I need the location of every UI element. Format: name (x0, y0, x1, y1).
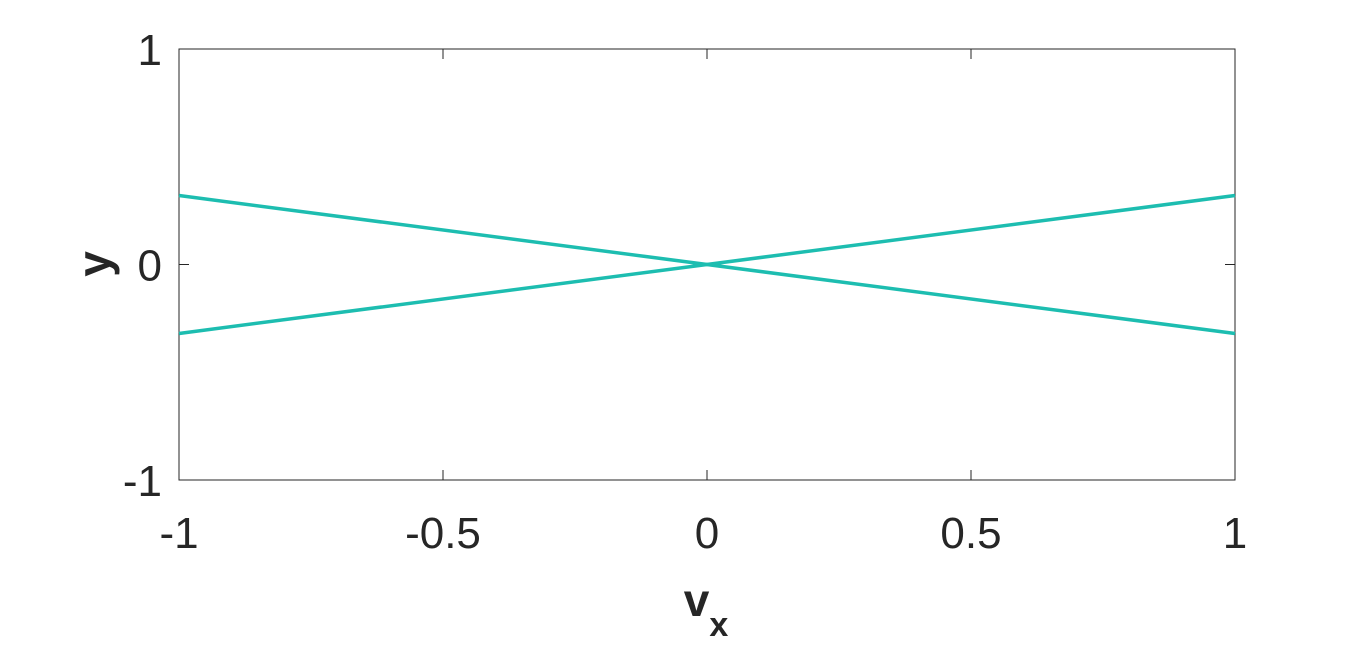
x-tick-label: 1 (1223, 509, 1247, 558)
tick-labels: -1 -0.5 0 0.5 1 -1 0 1 (123, 26, 1247, 558)
y-tick-label: -1 (123, 457, 162, 506)
x-tick-label: 0.5 (940, 509, 1001, 558)
series-line-2 (178, 193, 1236, 336)
x-axis-label-subscript: x (709, 606, 728, 644)
x-axis-label-main: v (684, 574, 710, 626)
y-tick-label: 0 (138, 242, 162, 291)
x-tick-label: -0.5 (405, 509, 481, 558)
y-axis-label: y (68, 251, 120, 277)
y-tick-label: 1 (138, 26, 162, 75)
x-tick-label: 0 (695, 509, 719, 558)
axis-ticks (178, 48, 1236, 481)
x-axis-label: vx (684, 574, 729, 644)
x-tick-label: -1 (159, 509, 198, 558)
series-layer (178, 193, 1236, 336)
